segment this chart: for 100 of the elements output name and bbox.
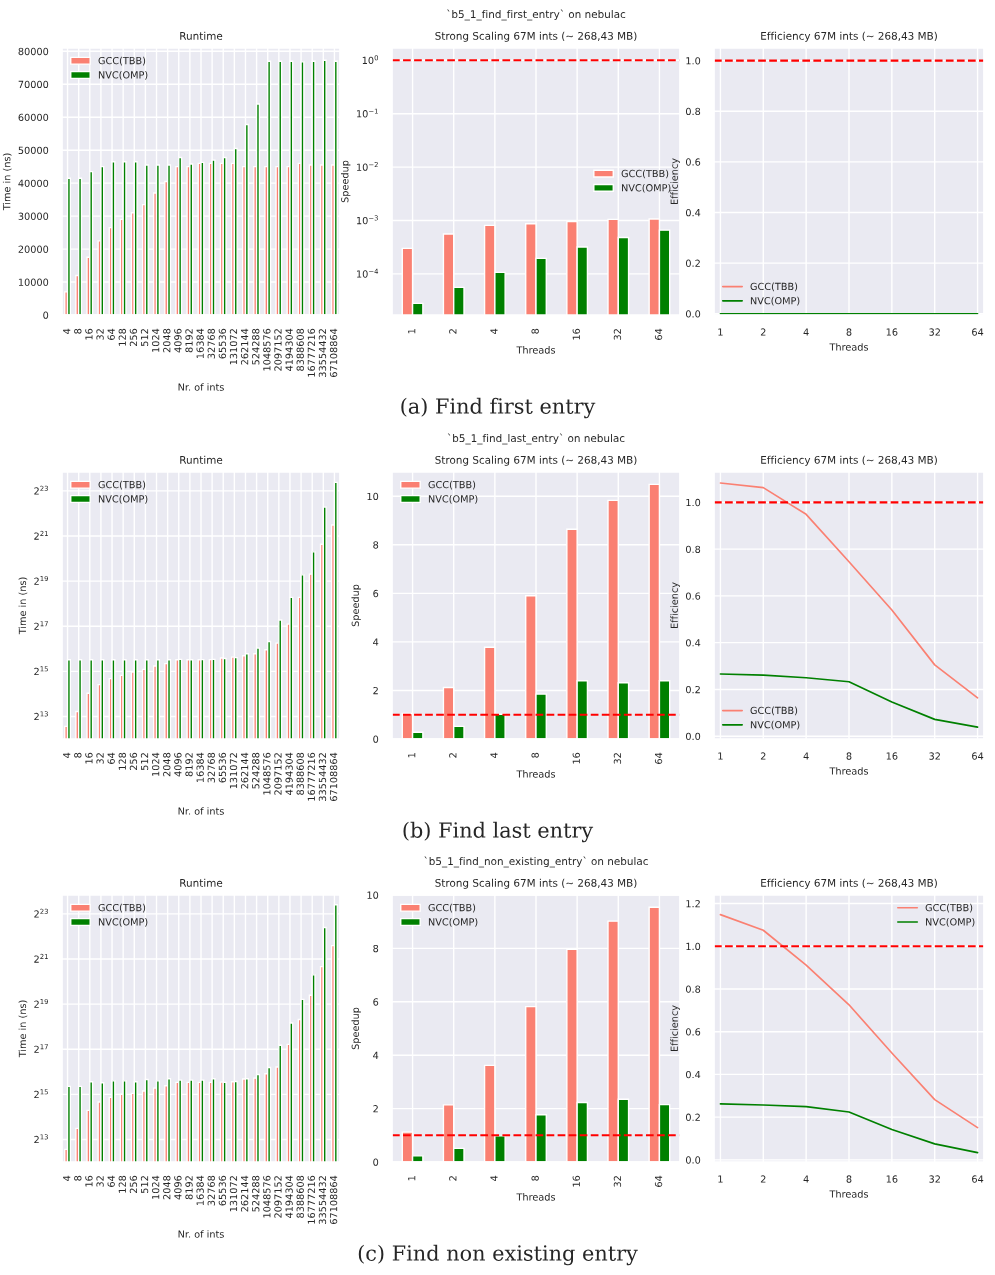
y-tick-label: 6: [373, 998, 379, 1006]
x-tick-label: 8: [531, 328, 539, 334]
y-tick-label: 0.2: [685, 1113, 700, 1121]
y-tick-label: 70000: [18, 80, 49, 89]
x-tick-label: 128: [118, 752, 126, 770]
x-tick-label: 524288: [252, 752, 260, 789]
x-tick-label: 4: [490, 752, 498, 758]
x-tick-label: 8192: [185, 753, 193, 777]
x-tick-label: 65536: [218, 1175, 227, 1206]
x-tick-label: 2: [760, 752, 766, 760]
x-tick-label: 32: [96, 329, 104, 340]
x-tick-label: 16384: [196, 1175, 204, 1206]
y-axis-title: Time in (ns): [18, 577, 28, 635]
x-tick-label: 4: [490, 1175, 498, 1181]
x-tick-label: 524288: [252, 328, 260, 365]
legend-label: GCC(TBB): [428, 480, 476, 490]
x-axis-title: Threads: [516, 346, 556, 354]
y-tick-label: 2$^{19}$: [34, 575, 48, 585]
y-tick-label: 20000: [18, 245, 49, 253]
x-tick-label: 4096: [174, 1175, 182, 1200]
y-tick-label: 0.0: [685, 310, 701, 318]
x-tick-label: 1024: [151, 1175, 160, 1199]
chart-title: Strong Scaling 67M ints (~ 268,43 MB): [435, 878, 637, 889]
x-tick-label: 33554432: [318, 1176, 327, 1224]
x-tick-label: 1: [408, 329, 416, 334]
x-tick-label: 65536: [218, 752, 227, 783]
chart-title: Efficiency 67M ints (~ 268,43 MB): [761, 878, 937, 889]
x-axis-title: Threads: [516, 770, 556, 778]
legend-label: NVC(OMP): [428, 918, 478, 927]
y-axis-title: Time in (ns): [2, 153, 12, 211]
x-tick-label: 64: [654, 328, 663, 340]
x-tick-label: 16: [886, 1175, 898, 1183]
y-tick-label: 0.0: [685, 1156, 701, 1164]
x-tick-label: 4: [803, 1175, 809, 1183]
text: (c) Find non existing entry: [358, 1244, 638, 1266]
x-tick-label: 1048576: [263, 752, 271, 795]
y-axis-title: Speedup: [351, 1007, 361, 1050]
chart-title: Runtime: [180, 31, 223, 40]
legend-label: NVC(OMP): [98, 495, 148, 504]
y-tick-label: 10$^{−1}$: [357, 108, 378, 118]
x-tick-label: 4: [803, 752, 809, 760]
y-tick-label: 2: [373, 686, 378, 695]
x-tick-label: 2: [449, 329, 457, 334]
y-tick-label: 2$^{19}$: [34, 998, 48, 1008]
x-tick-label: 64: [654, 752, 663, 764]
x-tick-label: 64: [654, 1175, 663, 1187]
y-tick-label: 10: [367, 492, 379, 501]
chart-title: Efficiency 67M ints (~ 268,43 MB): [761, 31, 937, 42]
y-tick-label: 2$^{23}$: [34, 908, 48, 918]
x-tick-label: 8: [846, 328, 852, 336]
text: `b5_1_find_non_existing_entry` on nebulac: [424, 856, 648, 868]
y-tick-label: 2$^{15}$: [34, 666, 48, 675]
y-tick-label: 2$^{17}$: [34, 621, 48, 630]
y-tick-label: 0.8: [685, 545, 701, 553]
y-tick-label: 0: [373, 735, 379, 743]
x-tick-label: 64: [107, 328, 115, 340]
y-axis-title: Efficiency: [670, 582, 680, 629]
legend-label: GCC(TBB): [428, 903, 476, 913]
y-tick-label: 10$^{0}$: [362, 55, 379, 65]
x-tick-label: 32: [96, 1176, 104, 1187]
x-tick-label: 32768: [207, 328, 215, 359]
y-tick-label: 10$^{−3}$: [357, 215, 378, 225]
legend-label: NVC(OMP): [428, 495, 478, 504]
x-tick-label: 4096: [174, 328, 182, 353]
x-tick-label: 262144: [240, 752, 249, 789]
y-tick-label: 0.4: [685, 1070, 701, 1079]
x-tick-label: 256: [129, 328, 138, 347]
x-tick-label: 67108864: [329, 328, 338, 377]
x-tick-label: 32768: [207, 752, 215, 783]
y-tick-label: 0.6: [685, 1028, 701, 1036]
y-tick-label: 1.0: [686, 57, 701, 65]
x-tick-label: 32: [96, 753, 104, 764]
x-axis-title: Nr. of ints: [178, 383, 224, 391]
y-tick-label: 0.8: [685, 985, 701, 993]
y-tick-label: 2: [373, 1105, 378, 1113]
x-tick-label: 2097152: [274, 329, 282, 371]
chart-title: Efficiency 67M ints (~ 268,43 MB): [761, 455, 937, 466]
y-tick-label: 10$^{−2}$: [357, 161, 378, 171]
x-tick-label: 16: [572, 328, 580, 340]
x-tick-label: 16384: [196, 328, 204, 359]
x-tick-label: 524288: [252, 1175, 260, 1212]
x-tick-label: 4: [63, 328, 71, 334]
y-axis-title: Speedup: [340, 160, 351, 203]
y-tick-label: 50000: [18, 146, 49, 155]
x-tick-label: 33554432: [318, 753, 327, 801]
y-axis-title: Efficiency: [670, 158, 680, 205]
x-tick-label: 16: [886, 752, 898, 760]
chart-title: Strong Scaling 67M ints (~ 268,43 MB): [435, 31, 637, 42]
y-axis-title: Time in (ns): [18, 1000, 28, 1058]
x-tick-label: 67108864: [329, 752, 338, 801]
x-tick-label: 16777216: [307, 752, 316, 801]
x-tick-label: 8: [74, 1175, 82, 1181]
y-tick-label: 2$^{21}$: [34, 530, 48, 540]
y-tick-label: 0: [43, 311, 49, 319]
x-tick-label: 8388608: [296, 1175, 304, 1218]
x-tick-label: 16: [85, 1175, 93, 1187]
y-tick-label: 2$^{23}$: [34, 485, 48, 495]
x-tick-label: 16: [886, 328, 898, 336]
y-tick-label: 2$^{17}$: [34, 1044, 48, 1053]
text: `b5_1_find_first_entry` on nebulac: [447, 9, 626, 21]
